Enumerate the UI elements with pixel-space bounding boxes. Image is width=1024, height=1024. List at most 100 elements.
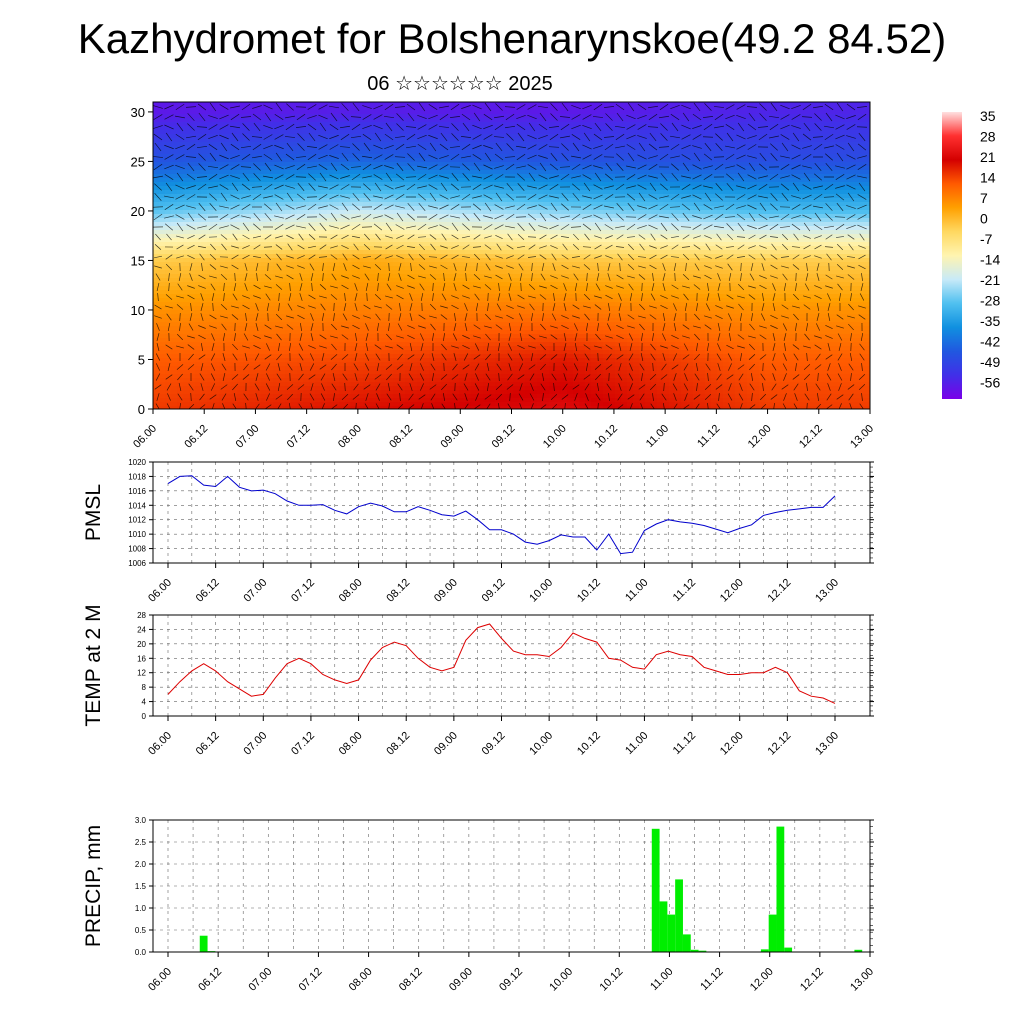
heatmap-cell xyxy=(411,102,418,107)
heatmap-cell xyxy=(327,126,334,131)
heatmap-cell xyxy=(339,234,346,239)
heatmap-cell xyxy=(291,370,298,375)
heatmap-cell xyxy=(393,290,400,295)
heatmap-cell xyxy=(201,178,208,183)
heatmap-cell xyxy=(219,246,226,251)
heatmap-cell xyxy=(417,218,424,223)
heatmap-cell xyxy=(327,338,334,343)
heatmap-cell xyxy=(507,234,514,239)
heatmap-cell xyxy=(249,110,256,115)
heatmap-cell xyxy=(225,154,232,159)
heatmap-cell xyxy=(333,322,340,327)
heatmap-cell xyxy=(399,166,406,171)
heatmap-cell xyxy=(477,354,484,359)
heatmap-cell xyxy=(375,226,382,231)
heatmap-cell xyxy=(423,310,430,315)
heatmap-cell xyxy=(525,298,532,303)
heatmap-cell xyxy=(249,402,256,407)
heatmap-cell xyxy=(453,130,460,135)
heatmap-cell xyxy=(453,282,460,287)
heatmap-cell xyxy=(393,402,400,407)
heatmap-cell xyxy=(477,386,484,391)
heatmap-cell xyxy=(399,138,406,143)
heatmap-cell xyxy=(267,286,274,291)
heatmap-cell xyxy=(243,178,250,183)
heatmap-cell xyxy=(393,386,400,391)
heatmap-cell xyxy=(153,170,160,175)
heatmap-cell xyxy=(525,226,532,231)
heatmap-cell xyxy=(399,258,406,263)
heatmap-cell xyxy=(231,318,238,323)
heatmap-cell xyxy=(315,322,322,327)
heatmap-cell xyxy=(225,290,232,295)
heatmap-cell xyxy=(513,106,520,111)
heatmap-cell xyxy=(183,146,190,151)
heatmap-cell xyxy=(399,250,406,255)
heatmap-cell xyxy=(369,234,376,239)
heatmap-cell xyxy=(483,254,490,259)
heatmap-cell xyxy=(483,114,490,119)
heatmap-cell xyxy=(411,154,418,159)
heatmap-cell xyxy=(477,270,484,275)
heatmap-cell xyxy=(441,126,448,131)
heatmap-cell xyxy=(327,174,334,179)
heatmap-cell xyxy=(315,346,322,351)
heatmap-cell xyxy=(201,314,208,319)
heatmap-cell xyxy=(375,386,382,391)
heatmap-cell xyxy=(249,314,256,319)
heatmap-cell xyxy=(177,134,184,139)
heatmap-cell xyxy=(159,402,166,407)
heatmap-cell xyxy=(441,262,448,267)
heatmap-cell xyxy=(195,326,202,331)
heatmap-cell xyxy=(219,294,226,299)
heatmap-cell xyxy=(453,166,460,171)
heatmap-cell xyxy=(369,158,376,163)
heatmap-cell xyxy=(177,226,184,231)
heatmap-cell xyxy=(405,218,412,223)
heatmap-cell xyxy=(537,114,544,119)
heatmap-cell xyxy=(423,226,430,231)
heatmap-cell xyxy=(489,350,496,355)
heatmap-cell xyxy=(201,266,208,271)
heatmap-cell xyxy=(489,198,496,203)
heatmap-cell xyxy=(201,102,208,107)
heatmap-cell xyxy=(213,390,220,395)
heatmap-cell xyxy=(285,206,292,211)
heatmap-cell xyxy=(495,226,502,231)
heatmap-cell xyxy=(393,250,400,255)
heatmap-cell xyxy=(267,238,274,243)
heatmap-cell xyxy=(405,226,412,231)
heatmap-cell xyxy=(393,166,400,171)
heatmap-cell xyxy=(285,270,292,275)
heatmap-cell xyxy=(459,382,466,387)
heatmap-cell xyxy=(183,202,190,207)
heatmap-cell xyxy=(297,298,304,303)
heatmap-cell xyxy=(471,162,478,167)
heatmap-cell xyxy=(507,162,514,167)
heatmap-cell xyxy=(429,142,436,147)
heatmap-cell xyxy=(519,258,526,263)
heatmap-cell xyxy=(441,318,448,323)
heatmap-cell xyxy=(381,162,388,167)
heatmap-cell xyxy=(387,110,394,115)
heatmap-cell xyxy=(183,226,190,231)
heatmap-cell xyxy=(519,246,526,251)
heatmap-cell xyxy=(417,366,424,371)
heatmap-cell xyxy=(513,310,520,315)
heatmap-cell xyxy=(393,174,400,179)
heatmap-cell xyxy=(297,126,304,131)
heatmap-cell xyxy=(303,370,310,375)
heatmap-cell xyxy=(285,370,292,375)
heatmap-cell xyxy=(255,358,262,363)
heatmap-cell xyxy=(465,274,472,279)
heatmap-cell xyxy=(273,386,280,391)
heatmap-cell xyxy=(261,134,268,139)
heatmap-cell xyxy=(201,174,208,179)
heatmap-cell xyxy=(273,138,280,143)
heatmap-cell xyxy=(399,338,406,343)
heatmap-cell xyxy=(213,302,220,307)
heatmap-cell xyxy=(447,326,454,331)
heatmap-cell xyxy=(489,118,496,123)
heatmap-cell xyxy=(291,218,298,223)
heatmap-cell xyxy=(477,186,484,191)
